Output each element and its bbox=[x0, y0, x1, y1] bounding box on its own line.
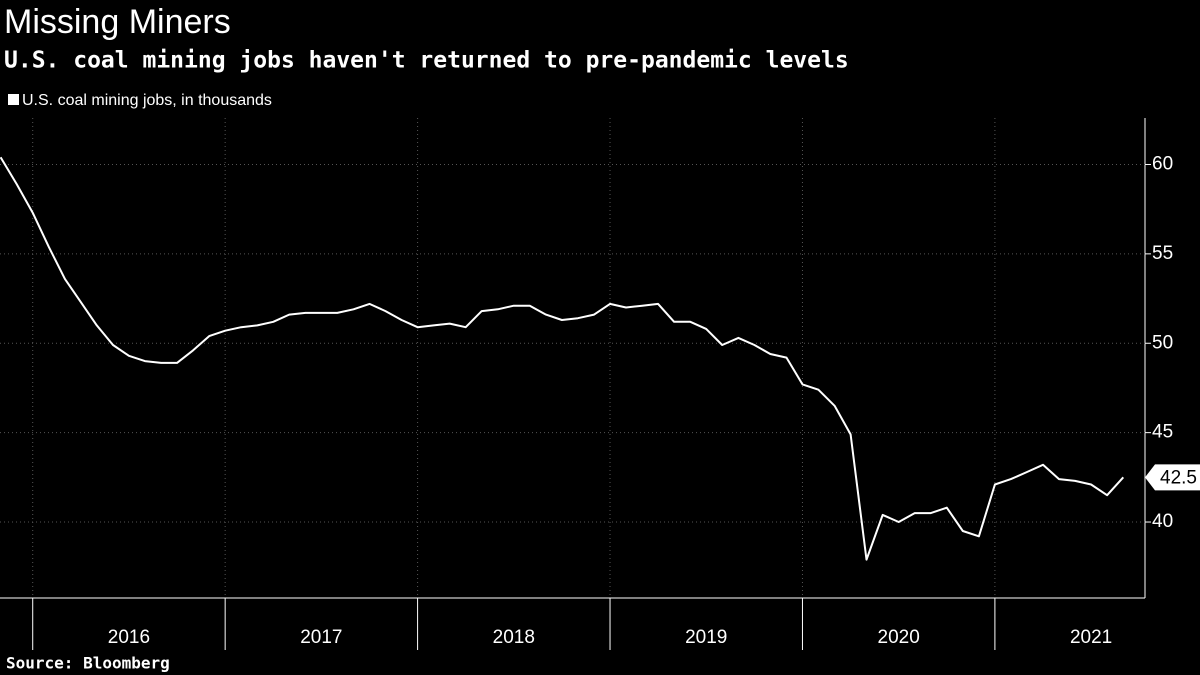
value-label: 42.5 bbox=[1160, 467, 1197, 488]
chart-title: Missing Miners bbox=[4, 3, 231, 41]
source: Source: Bloomberg bbox=[6, 654, 170, 673]
legend-swatch bbox=[8, 94, 19, 105]
y-tick-label: 55 bbox=[1152, 243, 1173, 264]
chart-subtitle: U.S. coal mining jobs haven't returned t… bbox=[4, 48, 849, 74]
value-tag bbox=[1145, 464, 1200, 491]
legend-label: U.S. coal mining jobs, in thousands bbox=[22, 92, 272, 109]
y-tick-label: 40 bbox=[1152, 511, 1173, 532]
x-tick-label: 2019 bbox=[685, 627, 727, 648]
x-tick-label: 2018 bbox=[493, 627, 535, 648]
y-tick-label: 45 bbox=[1152, 422, 1173, 443]
x-tick-label: 2021 bbox=[1070, 627, 1112, 648]
y-tick-label: 60 bbox=[1152, 153, 1173, 174]
x-tick-label: 2017 bbox=[300, 627, 342, 648]
y-tick-label: 50 bbox=[1152, 332, 1173, 353]
x-tick-label: 2020 bbox=[878, 627, 920, 648]
x-tick-label: 2016 bbox=[108, 627, 150, 648]
line-series bbox=[0, 156, 1125, 561]
